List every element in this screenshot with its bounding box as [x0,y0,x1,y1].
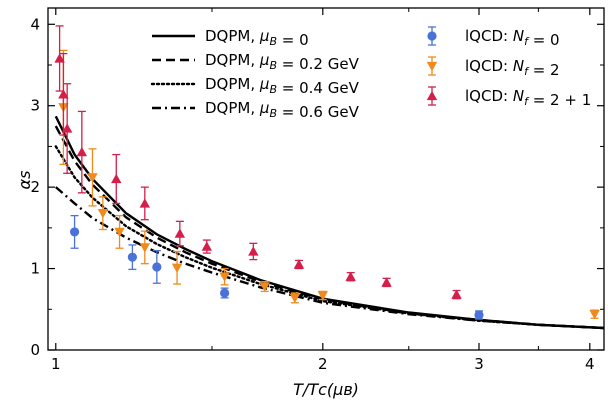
legend-label: lQCD: Nf = 2 [465,57,560,79]
data-point [345,271,356,281]
data-point [451,289,462,299]
data-point [317,291,329,301]
data-point [114,227,125,238]
y-tick-label: 0 [30,341,40,359]
data-point [220,288,230,298]
legend-label: DQPM, μB = 0.2 GeV [205,51,360,73]
series-layer [54,25,604,330]
data-point [174,228,186,238]
y-tick-label: 2 [30,178,40,196]
data-point [289,293,301,304]
data-point [97,209,109,219]
data-point [127,252,137,262]
legend-marker [427,31,437,41]
x-axis-label: T/Tᴄ(μʙ) [293,380,359,399]
y-tick-label: 4 [30,15,40,33]
x-tick-label: 3 [474,355,484,373]
series-line-0 [54,115,604,330]
data-point [111,173,122,184]
data-point [201,241,213,251]
legend-label: DQPM, μB = 0 [205,27,309,49]
data-point [259,282,270,292]
legend-label: lQCD: Nf = 2 + 1 [465,87,591,109]
data-point [58,89,69,99]
x-tick-label: 4 [585,355,595,373]
series-line-1 [54,125,604,330]
data-point [589,310,600,320]
data-point [61,123,73,133]
series-line-3 [55,186,604,330]
data-point [171,263,183,273]
data-point [139,198,151,208]
data-point [69,227,80,237]
y-axis-label: αꜱ [15,171,34,190]
data-point [87,173,98,183]
legend-label: DQPM, μB = 0.4 GeV [205,75,360,97]
data-point [381,277,392,287]
data-point [248,246,259,256]
data-point [139,243,151,253]
data-point [219,272,230,282]
x-tick-label: 1 [51,355,61,373]
data-point [76,146,88,157]
legend-label: lQCD: Nf = 0 [465,27,560,49]
data-point [474,310,484,320]
legend-marker [426,90,438,101]
data-point [54,53,65,63]
legend-marker [426,61,438,72]
data-point [152,262,162,272]
y-tick-label: 1 [30,260,40,278]
y-tick-label: 3 [30,97,40,115]
x-tick-label: 2 [318,355,328,373]
data-point [293,259,305,269]
legend-label: DQPM, μB = 0.6 GeV [205,99,360,121]
plot-area [54,25,604,330]
plot-frame [47,7,605,351]
